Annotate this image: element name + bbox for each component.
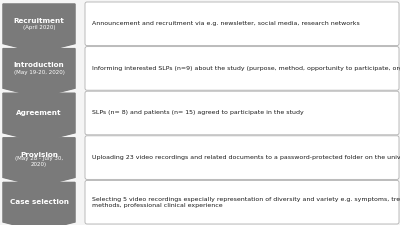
FancyBboxPatch shape xyxy=(85,180,399,224)
Text: Agreement: Agreement xyxy=(16,110,62,116)
Text: Introduction: Introduction xyxy=(14,62,64,68)
FancyBboxPatch shape xyxy=(85,91,399,135)
Polygon shape xyxy=(3,93,75,142)
Text: (May 19-20, 2020): (May 19-20, 2020) xyxy=(14,70,64,75)
Text: Recruitment: Recruitment xyxy=(14,18,64,24)
Text: (May 28 - July 30,
2020): (May 28 - July 30, 2020) xyxy=(15,156,63,167)
FancyBboxPatch shape xyxy=(85,2,399,46)
Text: Case selection: Case selection xyxy=(10,199,68,205)
Text: Provision: Provision xyxy=(20,152,58,158)
Polygon shape xyxy=(3,138,75,186)
Polygon shape xyxy=(3,49,75,97)
Text: Selecting 5 video recordings especially representation of diversity and variety : Selecting 5 video recordings especially … xyxy=(92,196,400,208)
FancyBboxPatch shape xyxy=(85,47,399,90)
Text: Informing interested SLPs (n=9) about the study (purpose, method, opportunity to: Informing interested SLPs (n=9) about th… xyxy=(92,66,400,71)
Polygon shape xyxy=(3,4,75,53)
Text: SLPs (n= 8) and patients (n= 15) agreed to participate in the study: SLPs (n= 8) and patients (n= 15) agreed … xyxy=(92,110,304,115)
Text: Uploading 23 video recordings and related documents to a password-protected fold: Uploading 23 video recordings and relate… xyxy=(92,155,400,160)
Polygon shape xyxy=(3,182,75,225)
Text: Announcement and recruitment via e.g. newsletter, social media, research network: Announcement and recruitment via e.g. ne… xyxy=(92,21,360,26)
FancyBboxPatch shape xyxy=(85,136,399,179)
Text: (April 2020): (April 2020) xyxy=(23,25,55,30)
